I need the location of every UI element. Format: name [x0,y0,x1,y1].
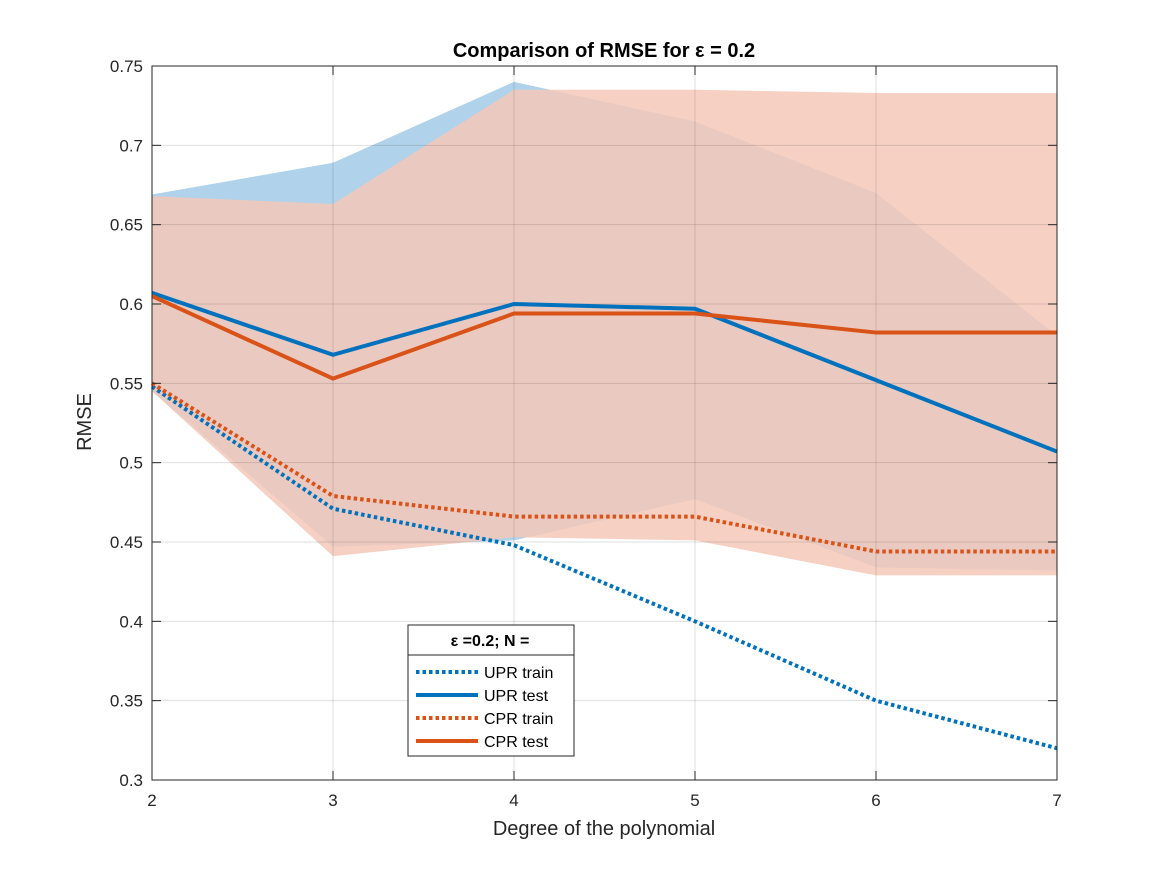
y-tick-label: 0.55 [110,374,143,393]
x-axis-label: Degree of the polynomial [493,818,715,840]
y-tick-label: 0.4 [119,612,143,631]
axis-ticks: 2 3 4 5 6 7 0.3 0.35 0.4 0.45 0.5 0.55 0.6 0.65 0.7 0.7… [110,57,1062,810]
confidence-band-2 [152,89,1057,576]
y-tick-label: 0.45 [110,533,143,552]
series-line-upr-test [151,291,1058,454]
legend-box [407,624,575,757]
y-tick-label: 0.3 [119,771,143,790]
axes-frame [151,65,1058,781]
y-tick-label: 0.5 [119,454,143,473]
series-lines [150,291,1058,751]
x-tick-label: 2 [147,791,156,810]
legend-item: UPR test [416,688,549,705]
series-line-cpr-test [151,294,1057,381]
x-tick-label: 3 [328,791,337,810]
y-tick-label: 0.7 [119,136,143,155]
y-axis-label: RMSE [74,393,96,451]
x-tick-label: 4 [509,791,518,810]
legend-item: UPR train [416,665,553,682]
series-line-cpr-train [150,381,1057,554]
y-tick-label: 0.35 [110,692,143,711]
x-tick-label: 5 [690,791,699,810]
series-line-upr-train [150,384,1058,751]
plot-area: 2 3 4 5 6 7 0.3 0.35 0.4 0.45 0.5 0.55 0.6 0.65 0.7 0.7… [110,57,1062,810]
x-tick-label: 7 [1052,791,1061,810]
x-tick-label: 6 [871,791,880,810]
legend-label: CPR train [484,711,553,728]
chart-title: Comparison of RMSE for ε = 0.2 [453,40,755,62]
legend: ε =0.2; N = UPR train UPR test CPR train CP… [407,624,575,757]
confidence-bands [152,81,1057,576]
y-tick-label: 0.65 [110,216,143,235]
y-tick-label: 0.75 [110,57,143,76]
legend-item: CPR train [416,711,553,728]
y-tick-label: 0.6 [119,295,143,314]
legend-item: CPR test [416,734,549,751]
legend-title: ε =0.2; N = [451,633,530,650]
legend-label: CPR test [484,734,549,751]
legend-label: UPR test [484,688,549,705]
legend-items: UPR train UPR test CPR train CPR test [416,665,553,751]
legend-label: UPR train [484,665,553,682]
